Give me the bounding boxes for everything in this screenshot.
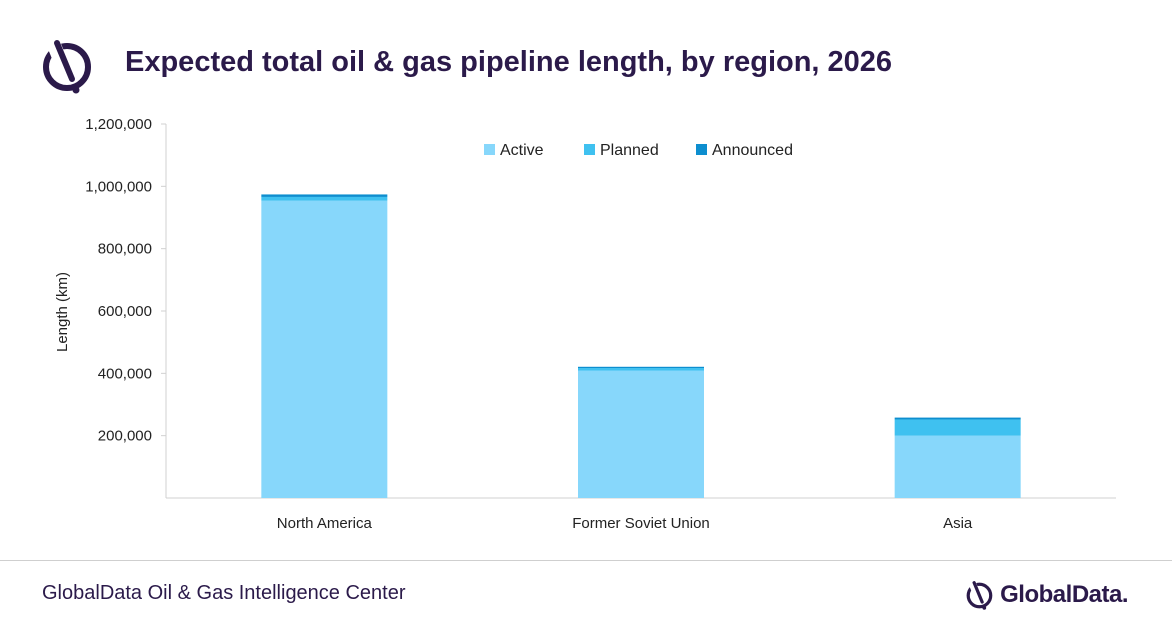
legend-label-active: Active bbox=[500, 142, 544, 159]
globaldata-logo-icon bbox=[966, 578, 993, 610]
y-tick-label: 200,000 bbox=[98, 428, 152, 445]
bar-announced-north-america bbox=[261, 194, 388, 197]
page-title: Expected total oil & gas pipeline length… bbox=[125, 46, 893, 78]
brand-logo: GlobalData. bbox=[965, 577, 1128, 613]
x-category-label: North America bbox=[277, 515, 373, 532]
y-tick-label: 400,000 bbox=[98, 365, 152, 382]
chart-legend: Active Planned Announced bbox=[484, 142, 793, 159]
legend-label-planned: Planned bbox=[600, 142, 659, 159]
y-tick-label: 1,200,000 bbox=[85, 116, 152, 133]
y-tick-label: 800,000 bbox=[98, 241, 152, 258]
bar-planned-north-america bbox=[261, 196, 388, 201]
bar-announced-asia bbox=[894, 417, 1021, 420]
bar-planned-asia bbox=[894, 419, 1021, 436]
bar-active-former-soviet-union bbox=[578, 370, 704, 498]
legend-label-announced: Announced bbox=[712, 142, 793, 159]
y-tick-label: 600,000 bbox=[98, 303, 152, 320]
y-axis-label: Length (km) bbox=[54, 272, 71, 352]
chart-bars: North America Former Soviet Union Asia bbox=[261, 194, 1021, 532]
footer-divider bbox=[0, 560, 1172, 561]
x-category-label: Asia bbox=[943, 515, 973, 532]
bar-planned-former-soviet-union bbox=[578, 368, 704, 371]
x-category-label: Former Soviet Union bbox=[572, 515, 710, 532]
bar-announced-former-soviet-union bbox=[578, 366, 704, 369]
legend-swatch-planned bbox=[584, 144, 595, 155]
legend-swatch-announced bbox=[696, 144, 707, 155]
globaldata-logo-icon bbox=[43, 35, 91, 94]
bar-active-north-america bbox=[261, 200, 388, 499]
legend-swatch-active bbox=[484, 144, 495, 155]
y-tick-label: 1,000,000 bbox=[85, 178, 152, 195]
footer-source: GlobalData Oil & Gas Intelligence Center bbox=[42, 582, 406, 604]
chart: 200,000 400,000 600,000 800,000 1,000,000 1,2… bbox=[54, 116, 1116, 532]
bar-active-asia bbox=[894, 435, 1021, 498]
brand-name: GlobalData. bbox=[1000, 581, 1128, 608]
